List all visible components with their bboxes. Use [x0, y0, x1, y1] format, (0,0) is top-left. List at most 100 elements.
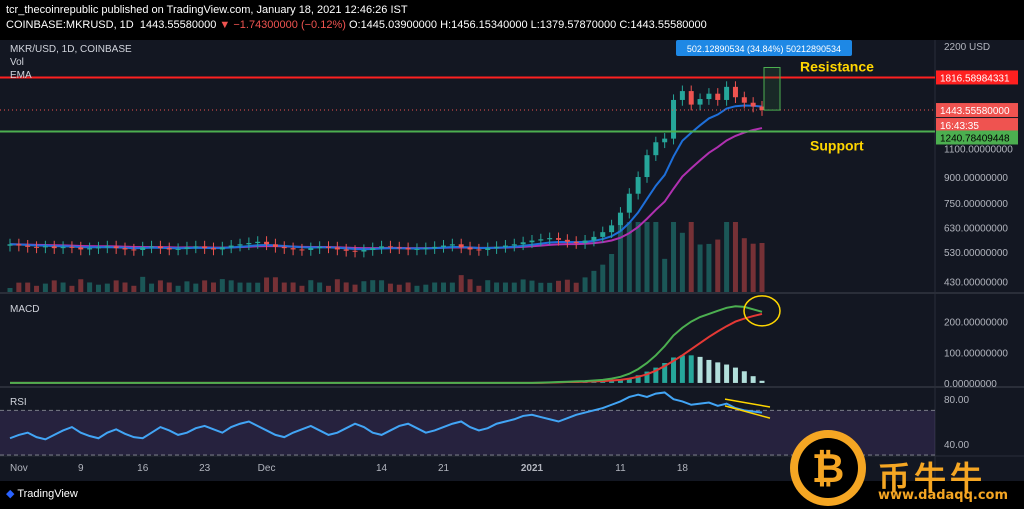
volume-bar	[25, 282, 31, 292]
footer-bar: ◆ TradingView	[0, 481, 1024, 509]
volume-bar	[334, 279, 340, 292]
candle-body	[202, 246, 208, 249]
candle-body	[591, 236, 597, 241]
volume-bar	[476, 285, 482, 292]
volume-bar	[202, 280, 208, 292]
volume-bar	[379, 280, 385, 292]
candle-body	[441, 245, 447, 247]
candle-body	[166, 248, 172, 250]
candle-body	[759, 106, 765, 111]
x-axis-label: 23	[199, 463, 211, 474]
macd-axis-label: 100.00000000	[944, 348, 1008, 359]
candle-body	[688, 91, 694, 105]
macd-axis-label: 0.00000000	[944, 379, 997, 390]
rsi-trend-lower	[724, 405, 771, 419]
candle-body	[529, 240, 535, 243]
candle-body	[511, 244, 517, 246]
candle-body	[352, 250, 358, 252]
tradingview-logo[interactable]: ◆ TradingView	[6, 487, 78, 500]
volume-bar	[635, 222, 641, 292]
volume-bar	[78, 279, 84, 292]
candle-body	[228, 245, 234, 248]
candle-body	[556, 238, 562, 240]
volume-bar	[166, 282, 172, 292]
resistance-price-tag-bg	[936, 70, 1018, 85]
candle-body	[644, 155, 650, 178]
candle-body	[520, 242, 526, 245]
candle-body	[494, 246, 500, 249]
candle-body	[78, 247, 84, 250]
candle-body	[379, 246, 385, 249]
volume-bar	[343, 282, 349, 292]
price-chart[interactable]: Resistance Support 502.12890534 (34.84%) 5…	[0, 40, 1024, 481]
volume-bar	[432, 282, 438, 292]
volume-bar	[626, 222, 632, 292]
volume-bar	[715, 239, 721, 292]
candle-body	[396, 247, 402, 249]
volume-bar	[449, 282, 455, 292]
x-axis-label: Nov	[10, 463, 28, 474]
volume-bar	[679, 232, 685, 292]
candle-body	[458, 244, 464, 248]
legend-title: MKR/USD, 1D, COINBASE	[10, 44, 132, 55]
candle-body	[467, 247, 473, 250]
volume-bar	[16, 282, 22, 292]
volume-bar	[95, 284, 101, 292]
volume-bar	[184, 281, 190, 292]
rsi-axis-label: 80.00	[944, 395, 969, 406]
candle-body	[370, 248, 376, 250]
macd-histogram-bar	[688, 355, 694, 383]
bitcoin-badge-icon: ₿	[790, 430, 866, 506]
candle-body	[69, 246, 75, 248]
volume-bar	[414, 285, 420, 292]
candle-body	[113, 246, 119, 249]
candle-body	[697, 99, 703, 105]
ema-fast-line	[9, 104, 763, 251]
x-axis-label: Dec	[258, 463, 276, 474]
volume-bar	[193, 283, 199, 292]
candle-body	[706, 93, 712, 100]
volume-bar	[511, 282, 517, 292]
candle-body	[184, 247, 190, 249]
macd-histogram-bar	[732, 367, 738, 383]
volume-bar	[759, 243, 765, 292]
candle-body	[609, 225, 615, 233]
price-axis-label: 750.00000000	[944, 199, 1008, 210]
volume-bar	[441, 282, 447, 292]
candle-body	[573, 241, 579, 244]
candle-body	[432, 246, 438, 249]
watermark-url: www.dadaqq.com	[878, 488, 1009, 503]
volume-bar	[502, 282, 508, 292]
candle-body	[671, 99, 677, 139]
candle-body	[42, 246, 48, 248]
volume-bar	[281, 282, 287, 292]
volume-bar	[42, 283, 48, 292]
volume-bar	[671, 222, 677, 292]
macd-line	[10, 305, 763, 384]
volume-bar	[600, 264, 606, 292]
candle-body	[104, 246, 110, 248]
symbol-line: COINBASE:MKRUSD, 1D 1443.55580000 ▼ −1.7…	[6, 19, 707, 31]
support-price-tag-bg	[936, 130, 1018, 145]
tradingview-label: TradingView	[17, 488, 78, 500]
candle-body	[281, 246, 287, 249]
volume-bar	[361, 281, 367, 292]
symbol-label: COINBASE:MKRUSD, 1D	[6, 19, 134, 31]
publisher-line: tcr_thecoinrepublic published on Trading…	[6, 4, 408, 16]
volume-bar	[467, 279, 473, 292]
macd-histogram-bar	[609, 381, 615, 383]
price-axis-label: 430.00000000	[944, 278, 1008, 289]
candle-body	[175, 248, 181, 250]
volume-bar	[219, 279, 225, 292]
volume-bar	[609, 253, 615, 292]
candle-body	[715, 93, 721, 100]
candle-body	[149, 246, 155, 248]
candle-body	[626, 193, 632, 213]
volume-bar	[370, 280, 376, 292]
volume-bar	[494, 282, 500, 292]
macd-signal-line	[10, 312, 763, 384]
candle-body	[361, 249, 367, 252]
candle-body	[662, 138, 668, 143]
candle-body	[290, 248, 296, 250]
price-axis-label: 1100.00000000	[944, 145, 1013, 156]
